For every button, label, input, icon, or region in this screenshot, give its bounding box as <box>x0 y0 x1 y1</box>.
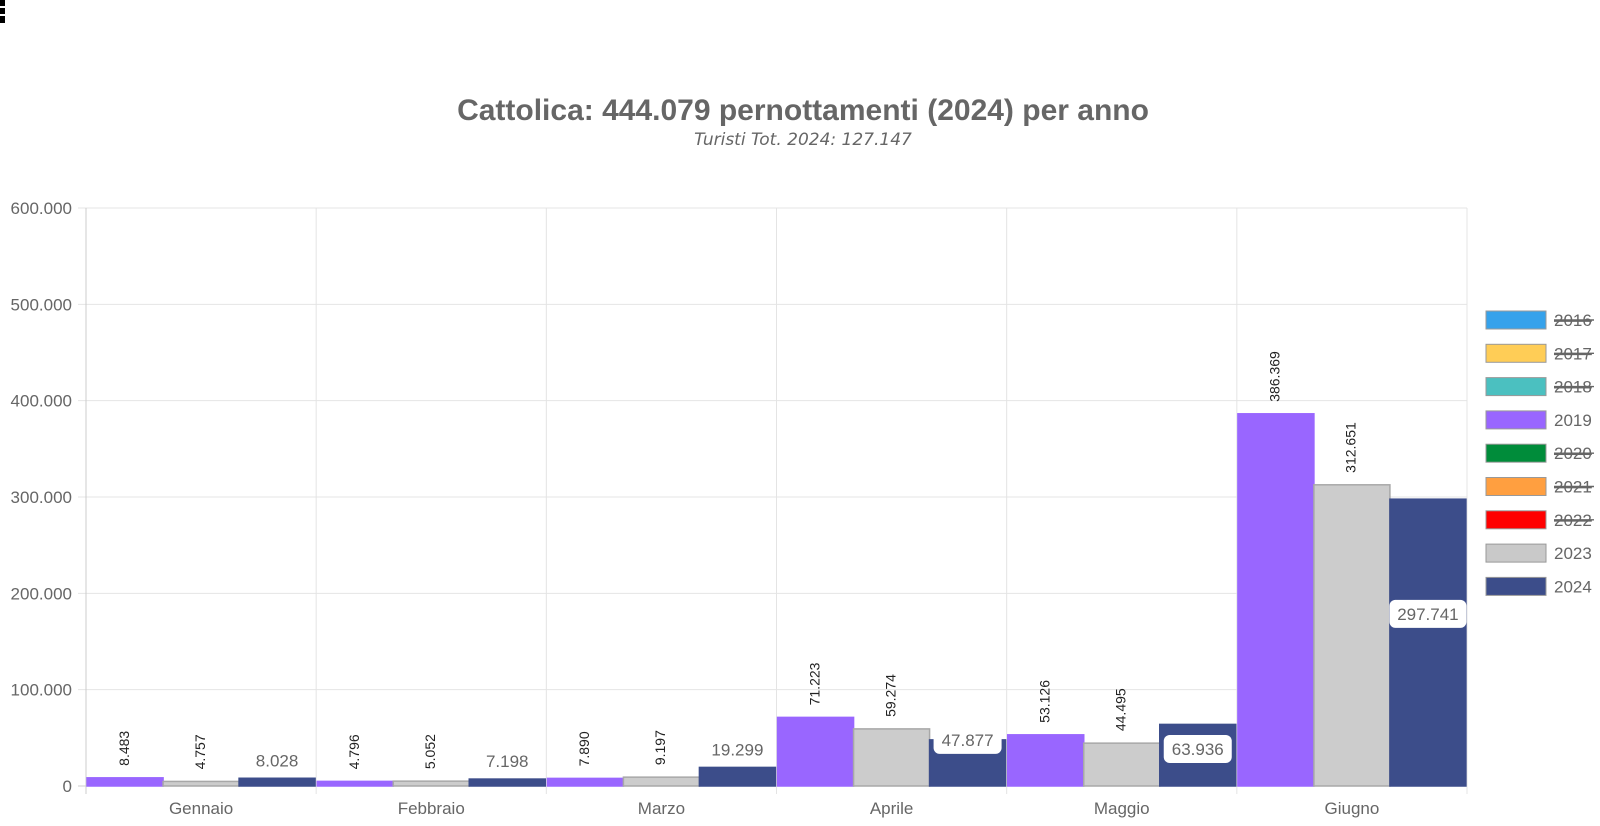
legend-swatch <box>1485 310 1547 330</box>
legend-item-2020[interactable]: 2020 <box>1485 443 1594 463</box>
legend-swatch <box>1485 410 1547 430</box>
y-tick-label: 0 <box>63 777 72 796</box>
legend-swatch <box>1485 576 1547 596</box>
chart-subtitle: Turisti Tot. 2024: 127.147 <box>694 130 912 150</box>
x-tick-label: Gennaio <box>169 799 233 818</box>
data-label-2024: 297.741 <box>1397 605 1458 624</box>
legend-swatch <box>1485 443 1547 463</box>
data-label-2023: 4.757 <box>192 734 208 769</box>
bar-2019[interactable] <box>776 716 855 787</box>
y-axis: 0 100.000 200.000 300.000 400.000 500.000 600.… <box>11 199 72 796</box>
bar-2019[interactable] <box>316 780 394 787</box>
data-label-2019: 8.483 <box>116 731 132 766</box>
bar-2024[interactable] <box>698 766 777 787</box>
data-label-2019: 71.223 <box>806 662 822 705</box>
x-tick-label: Aprile <box>870 799 913 818</box>
y-tick-label: 600.000 <box>11 199 72 218</box>
data-label-2023: 9.197 <box>652 730 668 765</box>
bar-2019[interactable] <box>1237 413 1315 787</box>
data-label-2024: 8.028 <box>256 751 299 770</box>
bar-2019[interactable] <box>1007 734 1085 787</box>
legend-item-2019[interactable]: 2019 <box>1485 410 1592 430</box>
x-tick-label: Febbraio <box>398 799 465 818</box>
data-label-box-2024 <box>933 725 1002 754</box>
bar-2023[interactable] <box>392 780 470 787</box>
bar-2019[interactable] <box>546 777 625 787</box>
legend[interactable]: 2016 2017 2018 2019 2020 2021 2022 2023 2024 <box>1485 310 1594 596</box>
legend-label: 2023 <box>1554 544 1592 563</box>
data-label-box-2024 <box>1389 599 1467 628</box>
bar-2023[interactable] <box>622 776 701 787</box>
corner-glyph <box>0 0 6 26</box>
x-tick-label: Marzo <box>638 799 685 818</box>
data-label-2023: 312.651 <box>1343 422 1359 473</box>
data-label-2019: 4.796 <box>346 734 362 769</box>
x-tick-label: Giugno <box>1325 799 1380 818</box>
y-tick-label: 100.000 <box>11 681 72 700</box>
legend-item-2022[interactable]: 2022 <box>1485 510 1594 530</box>
data-label-2019: 53.126 <box>1036 680 1052 723</box>
bar-2024[interactable] <box>238 777 316 787</box>
legend-item-2023[interactable]: 2023 <box>1485 543 1592 563</box>
bar-2023[interactable] <box>1083 742 1161 787</box>
legend-swatch <box>1485 343 1547 363</box>
data-labels: 8.483 4.796 7.890 71.223 53.126 386.369 4.757 5… <box>116 351 1467 771</box>
y-tick-label: 500.000 <box>11 295 72 314</box>
data-label-2019: 386.369 <box>1267 351 1283 402</box>
data-label-2024: 7.198 <box>486 752 529 771</box>
data-label-2023: 44.495 <box>1112 688 1128 731</box>
bar-2023[interactable] <box>162 780 240 787</box>
data-label-2024: 19.299 <box>711 740 763 759</box>
legend-item-2018[interactable]: 2018 <box>1485 377 1594 397</box>
x-tick-label: Maggio <box>1094 799 1150 818</box>
data-label-2023: 59.274 <box>882 674 898 717</box>
legend-swatch <box>1485 377 1547 397</box>
x-axis: Gennaio Febbraio Marzo Aprile Maggio Giugno <box>169 799 1379 818</box>
bars <box>86 413 1467 787</box>
data-label-2023: 5.052 <box>422 734 438 769</box>
legend-item-2017[interactable]: 2017 <box>1485 343 1594 363</box>
chart-title: Cattolica: 444.079 pernottamenti (2024) … <box>457 94 1149 127</box>
legend-swatch <box>1485 543 1547 563</box>
legend-label: 2024 <box>1554 577 1592 596</box>
grid-lines <box>78 207 1468 794</box>
legend-item-2024[interactable]: 2024 <box>1485 576 1592 596</box>
y-tick-label: 400.000 <box>11 392 72 411</box>
legend-swatch <box>1485 477 1547 496</box>
bar-2023[interactable] <box>1313 484 1391 787</box>
legend-item-2021[interactable]: 2021 <box>1485 477 1594 497</box>
bar-2023[interactable] <box>852 728 931 787</box>
data-label-2024: 47.877 <box>942 731 994 750</box>
bar-2024[interactable] <box>468 778 546 787</box>
bar-2024[interactable] <box>1389 498 1467 787</box>
legend-item-2016[interactable]: 2016 <box>1485 310 1594 330</box>
bar-2019[interactable] <box>86 777 164 787</box>
data-label-box-2024 <box>1163 735 1232 764</box>
y-tick-label: 300.000 <box>11 488 72 507</box>
data-label-2024: 63.936 <box>1172 740 1224 759</box>
legend-label: 2019 <box>1554 411 1592 430</box>
data-label-2019: 7.890 <box>576 731 592 766</box>
y-tick-label: 200.000 <box>11 584 72 603</box>
legend-swatch <box>1485 510 1547 530</box>
